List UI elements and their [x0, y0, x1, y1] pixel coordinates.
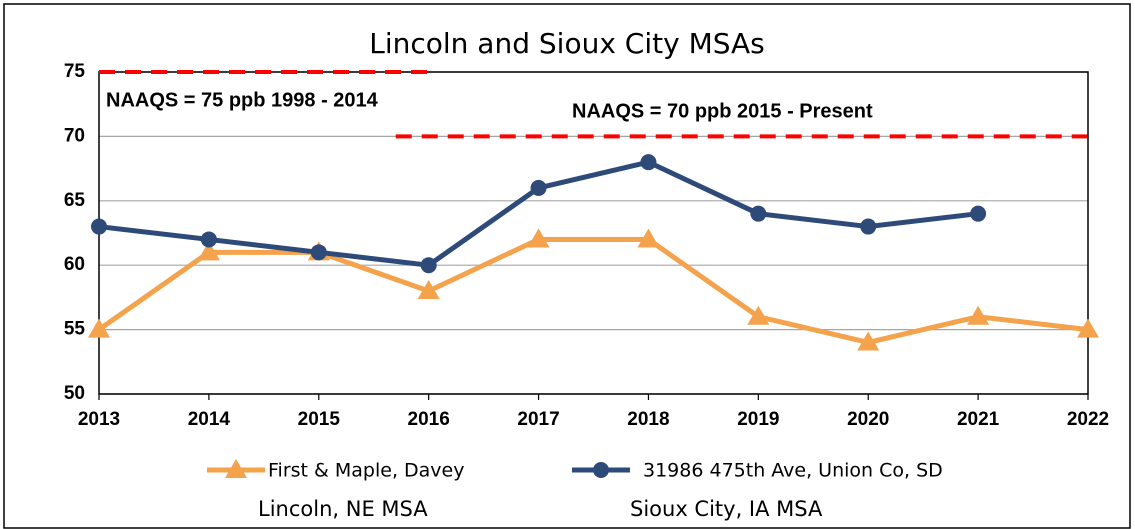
marker [593, 462, 609, 478]
chart-frame [3, 3, 1131, 529]
x-tick-label: 2020 [847, 409, 889, 430]
standard-label: NAAQS = 70 ppb 2015 - Present [572, 100, 873, 122]
marker [225, 459, 247, 478]
y-tick-label: 70 [64, 125, 85, 146]
marker [750, 205, 767, 222]
series-line [97, 236, 1089, 345]
marker [200, 231, 217, 248]
marker [88, 318, 110, 338]
chart-title: Lincoln and Sioux City MSAs [369, 27, 765, 60]
x-tick-label: 2018 [627, 409, 669, 430]
x-tick-label: 2017 [517, 409, 559, 430]
marker [527, 228, 550, 248]
y-tick-label: 60 [64, 254, 85, 275]
standard-label: NAAQS = 75 ppb 1998 - 2014 [106, 89, 379, 111]
marker [970, 205, 987, 222]
x-tick-label: 2021 [957, 409, 1000, 430]
marker [860, 218, 877, 235]
x-tick-label: 2022 [1067, 409, 1109, 430]
marker [967, 305, 990, 325]
y-tick-label: 55 [64, 319, 86, 340]
y-tick-label: 75 [64, 61, 86, 82]
marker [747, 305, 770, 325]
legend-label: 31986 475th Ave, Union Co, SD [643, 460, 943, 482]
legend-label: First & Maple, Davey [268, 460, 464, 482]
x-tick-label: 2019 [737, 409, 779, 430]
marker [417, 279, 440, 299]
marker [640, 154, 657, 171]
marker [1077, 318, 1099, 338]
x-tick-label: 2013 [78, 409, 120, 430]
legend-note: Sioux City, IA MSA [630, 497, 823, 521]
y-tick-label: 50 [64, 383, 85, 404]
x-tick-label: 2016 [408, 409, 450, 430]
y-tick-label: 65 [64, 190, 86, 211]
marker [310, 244, 327, 261]
legend-note: Lincoln, NE MSA [258, 497, 428, 521]
marker [637, 228, 660, 248]
marker [420, 257, 437, 274]
marker [530, 179, 547, 196]
x-tick-label: 2014 [188, 409, 231, 430]
marker [857, 331, 880, 351]
marker [197, 241, 220, 261]
x-tick-label: 2015 [298, 409, 341, 430]
marker [91, 218, 107, 235]
